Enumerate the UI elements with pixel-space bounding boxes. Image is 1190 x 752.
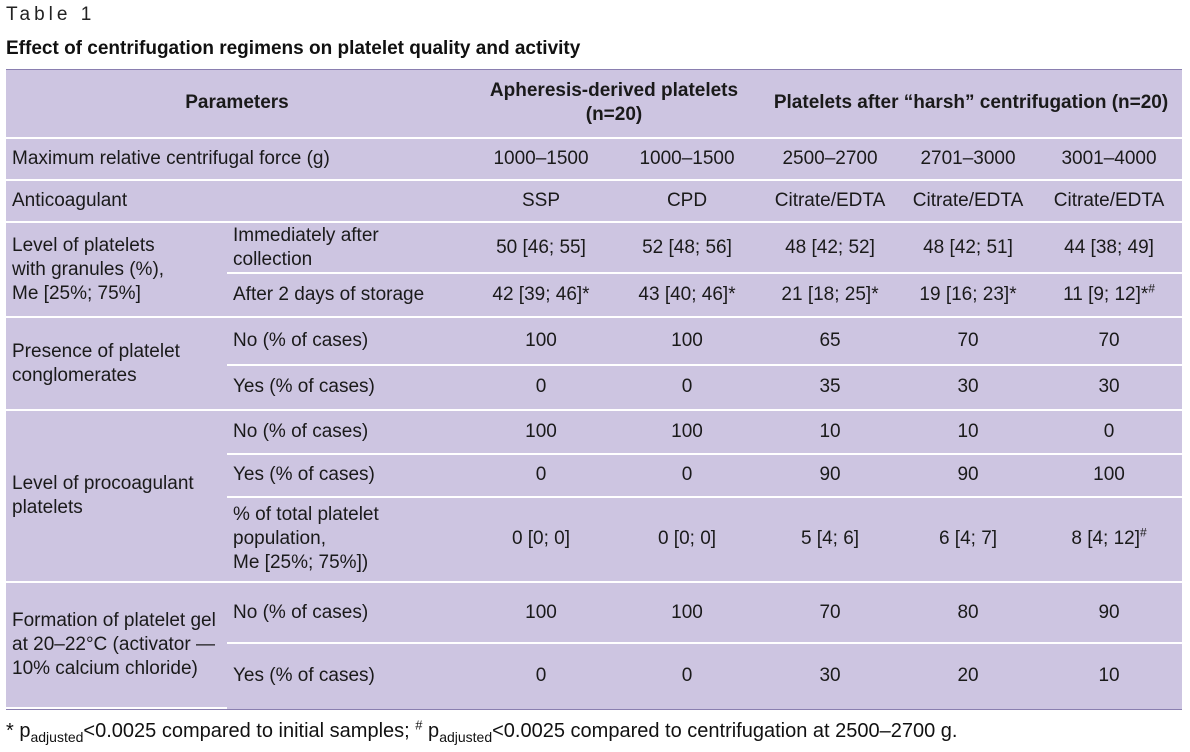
cell: 0 [0; 0] [468, 496, 614, 583]
results-table: Parameters Apheresis-derived platelets (… [6, 69, 1183, 710]
cell: 21 [18; 25]* [760, 272, 901, 319]
cell: 70 [1036, 317, 1183, 366]
group-label-granules: Level of platelets with granules (%), Me… [6, 222, 227, 319]
cell: 100 [468, 317, 614, 366]
cell: 90 [1036, 581, 1183, 645]
table-row: Level of platelets with granules (%), Me… [6, 222, 1183, 319]
row-label: Maximum relative centrifugal force (g) [6, 137, 468, 182]
header-harsh: Platelets after “harsh” centrifugation (… [760, 70, 1183, 139]
cell: 48 [42; 52] [760, 222, 901, 274]
cell: 100 [468, 410, 614, 455]
header-parameters: Parameters [6, 70, 468, 139]
cell: 65 [760, 317, 901, 366]
table-row: Yes (% of cases) 0 0 35 30 30 [6, 364, 1183, 412]
cell: 0 [468, 364, 614, 412]
sub-label: Yes (% of cases) [233, 665, 375, 687]
table-row: Formation of platelet gel at 20–22°C (ac… [6, 581, 1183, 710]
cell: 30 [900, 364, 1037, 412]
cell: 52 [48; 56] [614, 222, 761, 274]
cell: 100 [1036, 453, 1183, 498]
cell: 5 [4; 6] [760, 496, 901, 583]
cell: 0 [614, 453, 761, 498]
sub-label: Yes (% of cases) [227, 364, 468, 412]
table-row: % of total platelet population, Me [25%;… [6, 496, 1183, 583]
cell: CPD [614, 180, 761, 224]
cell: 1000–1500 [468, 137, 614, 182]
cell: 8 [4; 12]# [1036, 496, 1183, 583]
cell: 0 [681, 665, 693, 687]
cell: 2500–2700 [760, 137, 901, 182]
cell: 0 [535, 665, 547, 687]
cell: SSP [468, 180, 614, 224]
group-label-conglomerates: Presence of platelet conglomerates [6, 317, 227, 412]
table-row: Level of procoagulant platelets No (% of… [6, 410, 1183, 583]
cell: 3001–4000 [1036, 137, 1183, 182]
cell: 0 [0; 0] [614, 496, 761, 583]
cell: 90 [900, 453, 1037, 498]
sub-label: No (% of cases) [227, 581, 468, 645]
cell: 0 [1036, 410, 1183, 455]
group-label-procoagulant: Level of procoagulant platelets [6, 410, 227, 583]
table-label: Table 1 [6, 4, 96, 25]
cell: 43 [40; 46]* [614, 272, 761, 319]
cell: 30 [1036, 364, 1183, 412]
table-row: Maximum relative centrifugal force (g) 1… [6, 137, 1183, 182]
hash-mark: # [1140, 526, 1147, 541]
header-row: Parameters Apheresis-derived platelets (… [6, 70, 1183, 139]
cell: 70 [760, 581, 901, 645]
cell: 100 [614, 581, 761, 645]
cell: 100 [614, 410, 761, 455]
cell: Citrate/EDTA [900, 180, 1037, 224]
cell: 42 [39; 46]* [468, 272, 614, 319]
cell: 50 [46; 55] [468, 222, 614, 274]
sub-label: Immediately after collection [227, 222, 468, 274]
group-label-gel: Formation of platelet gel at 20–22°C (ac… [6, 581, 227, 710]
cell: 70 [900, 317, 1037, 366]
cell: 10 [900, 410, 1037, 455]
hash-mark: # [1148, 281, 1155, 296]
cell: 0 [614, 364, 761, 412]
cell: 1000–1500 [614, 137, 761, 182]
cell: 90 [760, 453, 901, 498]
cell: 30 [819, 665, 841, 687]
table-title: Effect of centrifugation regimens on pla… [6, 38, 581, 59]
cell: 35 [760, 364, 901, 412]
sub-label: No (% of cases) [227, 317, 468, 366]
sub-label: Yes (% of cases) [227, 453, 468, 498]
cell: 10 [1098, 665, 1120, 687]
sub-label: After 2 days of storage [227, 272, 468, 319]
row-label: Anticoagulant [6, 180, 468, 224]
cell: Citrate/EDTA [760, 180, 901, 224]
cell: 44 [38; 49] [1036, 222, 1183, 274]
header-apheresis: Apheresis-derived platelets (n=20) [468, 70, 761, 139]
table-row: After 2 days of storage 42 [39; 46]* 43 … [6, 272, 1183, 319]
cell: 10 [760, 410, 901, 455]
cell: 19 [16; 23]* [900, 272, 1037, 319]
table-row: Presence of platelet conglomerates No (%… [6, 317, 1183, 412]
cell: 2701–3000 [900, 137, 1037, 182]
cell: 100 [468, 581, 614, 645]
table-row: Yes (% of cases) 0 0 30 20 10 [6, 643, 1182, 708]
table-row: Yes (% of cases) 0 0 90 90 100 [6, 453, 1183, 498]
cell: 20 [957, 665, 979, 687]
cell: Citrate/EDTA [1036, 180, 1183, 224]
sub-label: % of total platelet population, Me [25%;… [227, 496, 468, 583]
cell: 11 [9; 12]*# [1036, 272, 1183, 319]
cell: 80 [900, 581, 1037, 645]
table-footnote: * padjusted<0.0025 compared to initial s… [6, 717, 958, 745]
cell: 0 [468, 453, 614, 498]
cell: 48 [42; 51] [900, 222, 1037, 274]
table-row: Anticoagulant SSP CPD Citrate/EDTA Citra… [6, 180, 1183, 224]
sub-label: No (% of cases) [227, 410, 468, 455]
cell: 6 [4; 7] [900, 496, 1037, 583]
cell: 100 [614, 317, 761, 366]
